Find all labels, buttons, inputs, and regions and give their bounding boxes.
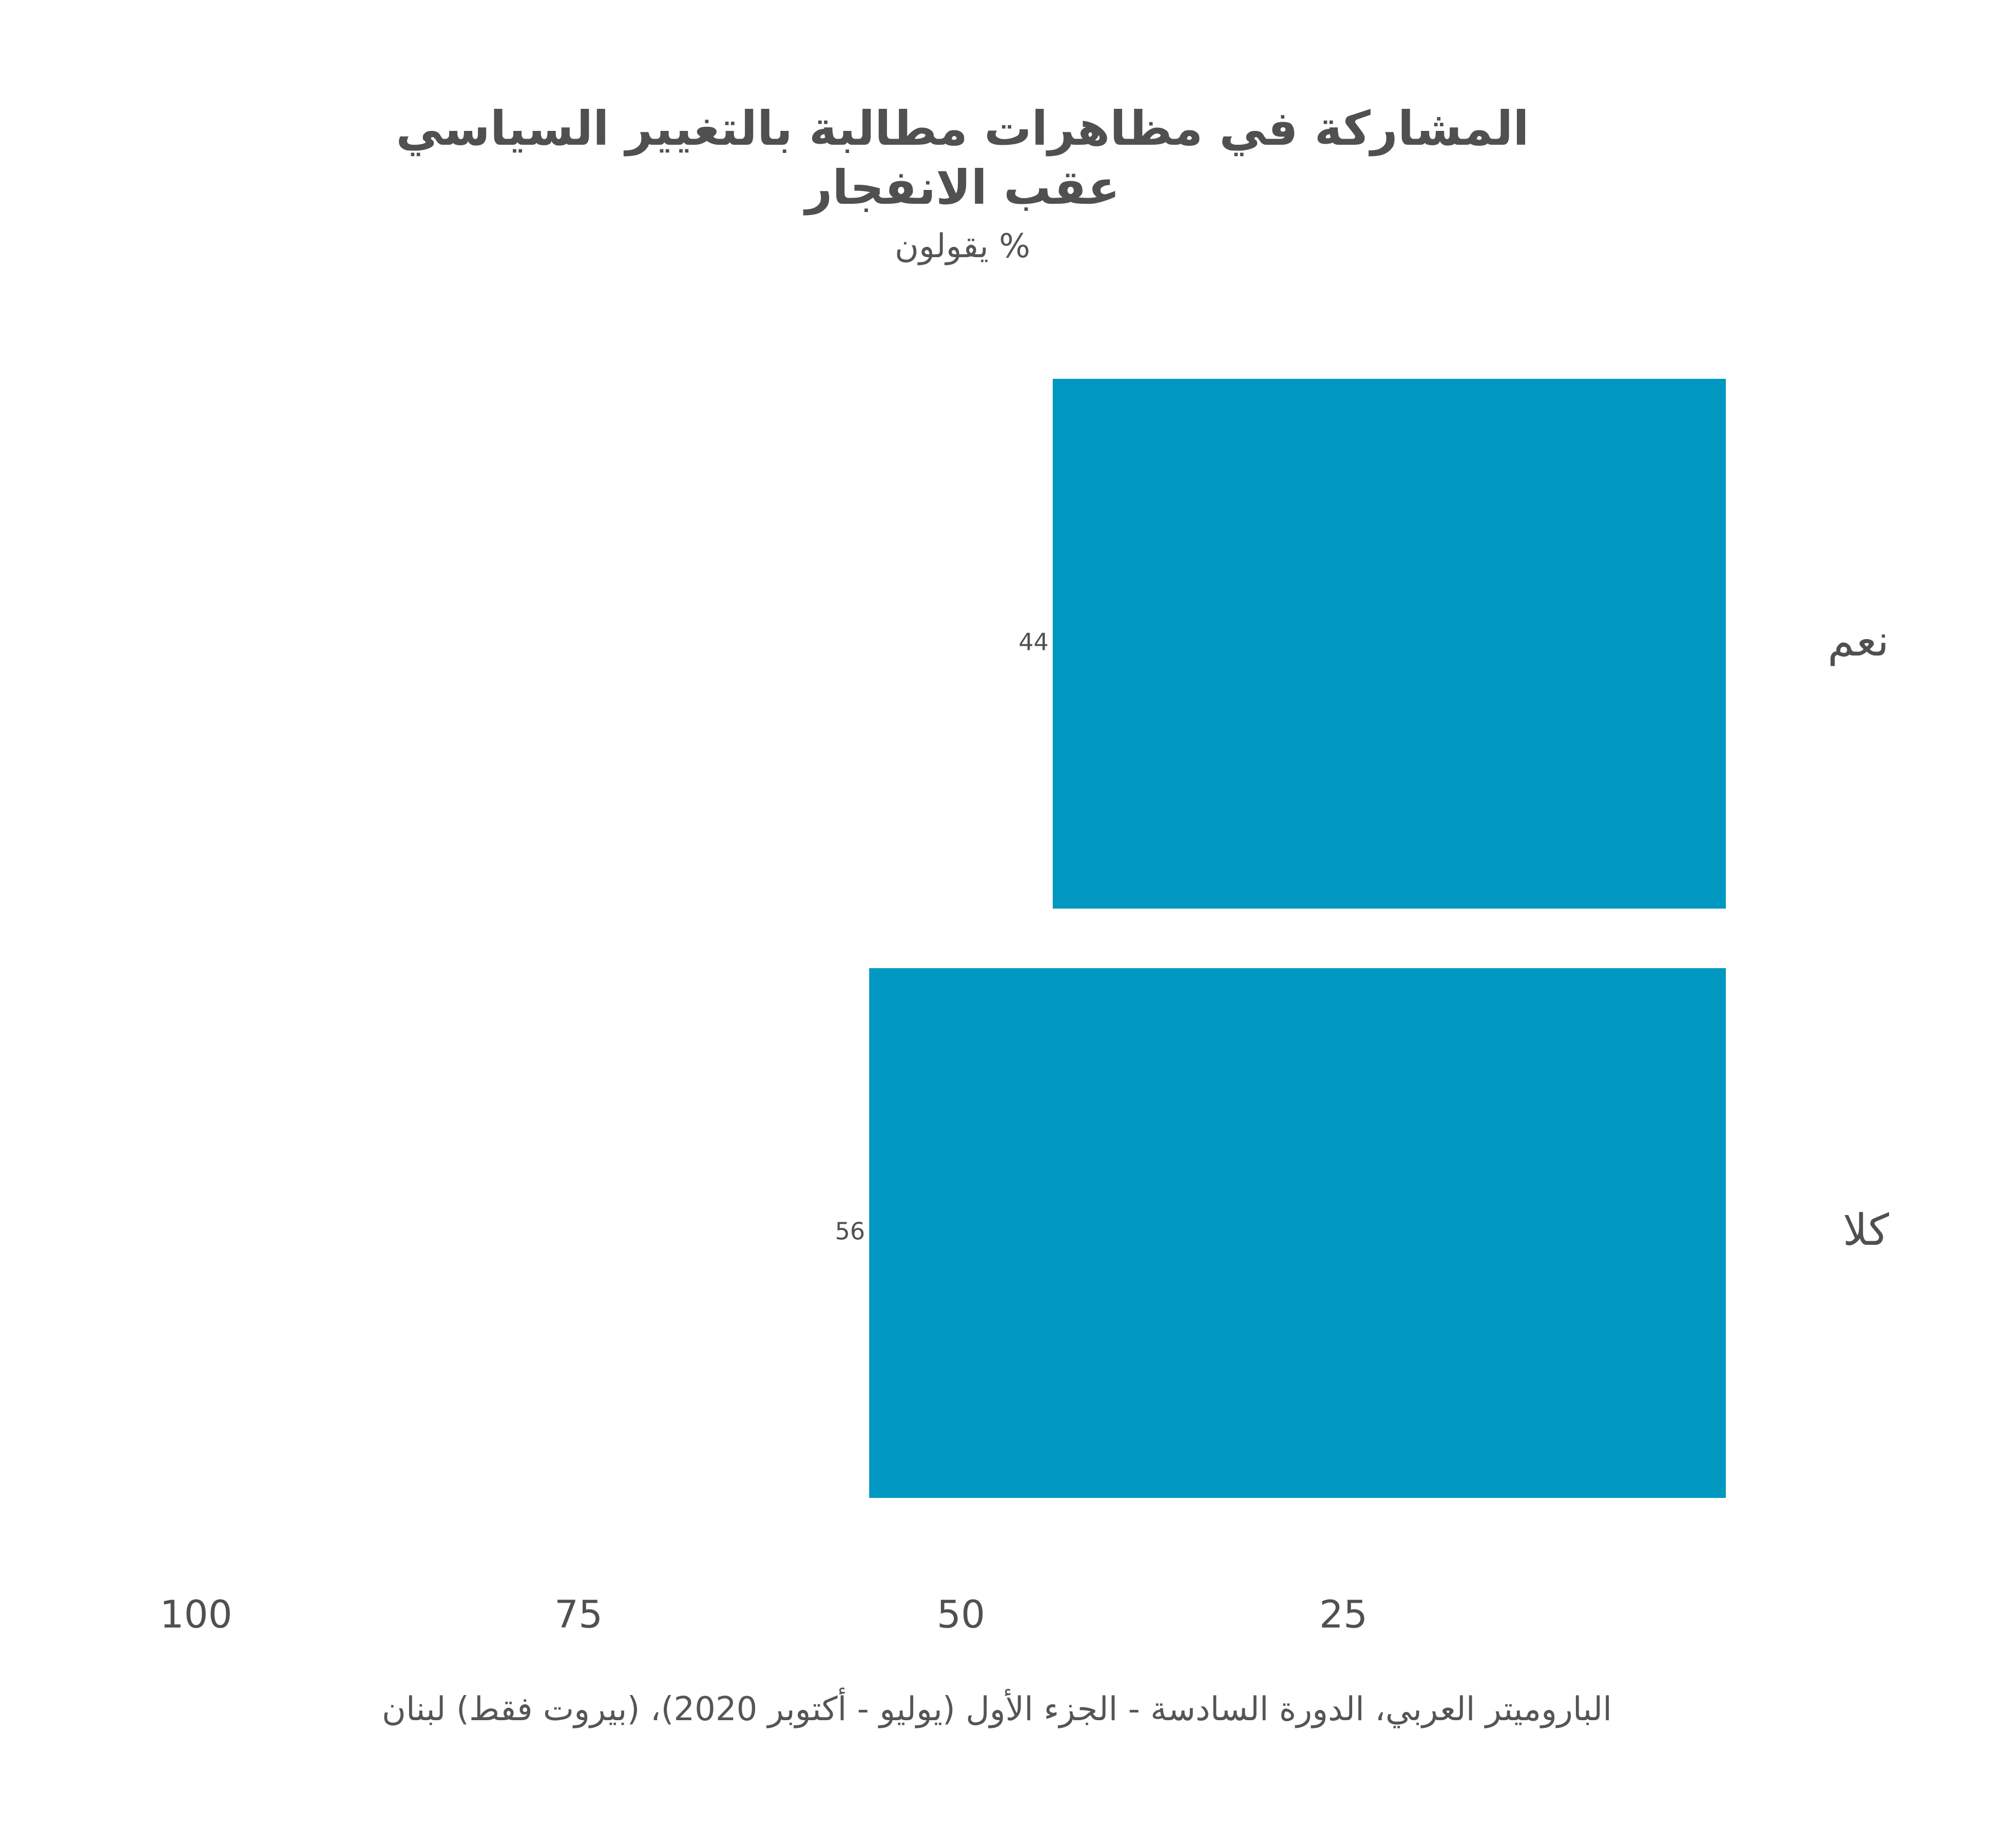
data-label-1: 56 (835, 1218, 865, 1245)
chart-subtitle: % يقولون (895, 227, 1030, 265)
data-label-0: 44 (1018, 628, 1049, 656)
x-tick-label-25: 25 (1319, 1593, 1368, 1637)
bar-1 (869, 968, 1726, 1498)
bar-0 (1052, 379, 1726, 909)
x-tick-label-100: 100 (160, 1593, 232, 1637)
source-caption: الباروميتر العربي، الدورة السادسة - الجز… (381, 1690, 1612, 1728)
category-label-0: نعم (1827, 615, 1889, 666)
x-tick-label-50: 50 (937, 1593, 985, 1637)
category-label-1: كلا (1843, 1205, 1889, 1255)
chart-title-line-2: عقب الانفجار (805, 160, 1120, 215)
x-tick-label-75: 75 (554, 1593, 603, 1637)
chart-title-line-1: المشاركة في مظاهرات مطالبة بالتغيير السي… (396, 101, 1529, 156)
